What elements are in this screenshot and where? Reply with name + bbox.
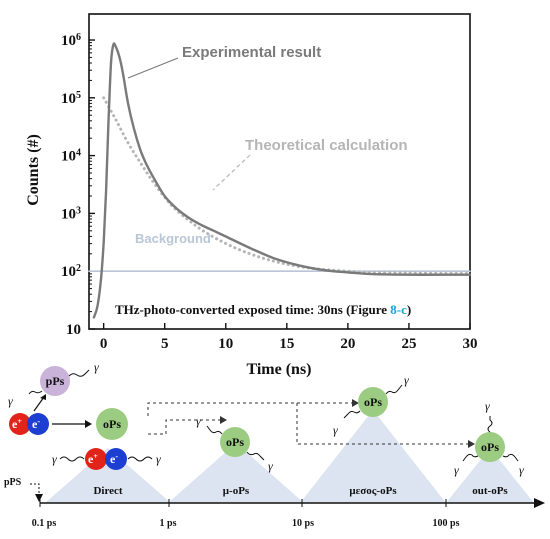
pair-to-pps-arrow [33, 396, 45, 412]
mesos-gamma-left: γ [333, 423, 338, 437]
stage-triangle-direct [45, 448, 171, 503]
y-axis-ticks: 106 105 104 103 102 10 [61, 32, 95, 338]
plot-frame [88, 13, 471, 330]
pps-gamma-right: γ [94, 360, 99, 374]
direct-gamma-wave-left [59, 456, 85, 462]
series-layer [88, 42, 472, 319]
positronium-diagram: 0.1 ps 1 ps 10 ps 100 ps pPS Direct μ-oP… [4, 360, 545, 529]
mu-gamma-right: γ [268, 459, 273, 473]
ops-mesos-label: oPs [364, 395, 382, 409]
ops-ball-mesos [358, 387, 388, 417]
out-gamma-right: γ [519, 463, 524, 477]
x-axis-label: Time (ns) [246, 361, 311, 378]
ops-mu-label: oPs [226, 435, 244, 449]
stage-triangle-mesos [300, 410, 446, 503]
y-tick-label-1: 105 [61, 89, 81, 107]
direct-gamma-wave-right [127, 456, 153, 462]
positron-ball-direct [85, 448, 107, 470]
series-line-experimental-result [92, 42, 472, 319]
connector-to-out-head [468, 440, 475, 448]
ops-ball-center [96, 408, 128, 440]
connector-to-out [296, 403, 472, 445]
timeline-label-3: 100 ps [433, 518, 460, 529]
positron-label-direct: e+ [88, 452, 98, 467]
out-gamma-top: γ [485, 399, 490, 413]
x-tick-label-3: 15 [279, 336, 294, 352]
out-gamma-wave-right [502, 453, 519, 462]
mesos-gamma-wave-left [343, 410, 361, 419]
connector-to-mesos [147, 402, 356, 416]
timeline-label-2: 10 ps [292, 518, 314, 529]
pps-axis-pointer [30, 483, 40, 496]
stage-label-mesos: μεσος-oPs [349, 485, 397, 497]
mu-gamma-left: γ [196, 414, 201, 428]
theoretical-pointer [212, 154, 251, 191]
pps-ball [40, 366, 70, 396]
pps-ball-label: pPs [46, 374, 65, 388]
x-tick-label-6: 30 [463, 336, 478, 352]
ops-ball-mu [220, 427, 250, 457]
timeline-arrowhead [534, 498, 545, 508]
direct-gamma-left: γ [52, 452, 57, 466]
pps-gamma-wave-right [68, 369, 90, 377]
pair-to-pps-arrowhead [40, 394, 46, 400]
mu-gamma-wave-left [206, 425, 223, 435]
pps-axis-label: pPS [4, 477, 22, 488]
y-axis-label: Counts (#) [25, 134, 42, 206]
stage-label-direct: Direct [93, 485, 122, 497]
pps-gamma-wave-left [28, 390, 43, 395]
connector-to-mu [148, 419, 224, 435]
pps-axis-arrowhead [35, 494, 43, 502]
pps-gamma-left: γ [8, 394, 13, 408]
x-tick-label-0: 0 [100, 336, 108, 352]
stage-triangle-out [446, 448, 534, 503]
y-tick-label-5: 10 [66, 322, 81, 338]
ops-out-label: oPs [481, 440, 499, 454]
mesos-gamma-wave-right [385, 384, 403, 395]
stage-label-out: out-oPs [472, 485, 508, 497]
y-tick-label-4: 102 [61, 263, 81, 281]
out-gamma-left: γ [454, 463, 459, 477]
y-tick-label-3: 103 [61, 205, 81, 223]
positron-label-left: e+ [12, 417, 22, 432]
stage-triangle-mu [168, 443, 304, 503]
stage-label-mu: μ-oPs [223, 485, 250, 497]
ops-center-label: oPs [103, 417, 121, 431]
background-label: Background [135, 231, 211, 246]
electron-label-direct: e- [110, 452, 118, 467]
x-tick-label-1: 5 [161, 336, 169, 352]
electron-label-left: e- [32, 417, 40, 432]
chart: 0 5 10 15 20 25 30 106 105 104 103 102 10 Experimen… [25, 13, 478, 378]
connector-to-mesos-head [352, 399, 359, 407]
direct-gamma-right: γ [156, 452, 161, 466]
x-tick-label-2: 10 [218, 336, 233, 352]
electron-ball-left [27, 413, 49, 435]
positron-ball-left [9, 413, 31, 435]
experimental-pointer [127, 57, 179, 79]
y-tick-label-2: 104 [61, 147, 81, 165]
x-axis-ticks: 0 5 10 15 20 25 30 [100, 323, 478, 352]
out-gamma-wave-left [462, 453, 479, 462]
x-tick-label-4: 20 [340, 336, 355, 352]
mesos-gamma-right: γ [404, 373, 409, 387]
pair-to-ops-arrowhead [85, 420, 92, 428]
timeline-label-1: 1 ps [160, 518, 177, 529]
electron-ball-direct [105, 448, 127, 470]
series-line-theoretical-calculation [102, 96, 472, 276]
experimental-label: Experimental result [182, 44, 321, 61]
mu-gamma-wave-right [246, 451, 265, 461]
x-tick-label-5: 25 [401, 336, 416, 352]
y-tick-label-0: 106 [61, 32, 81, 50]
theoretical-label: Theoretical calculation [245, 137, 408, 154]
connector-to-mu-head [220, 416, 227, 424]
timeline-label-0: 0.1 ps [32, 518, 57, 529]
exposure-note: THz-photo-converted exposed time: 30ns (… [115, 302, 411, 317]
ops-ball-out [475, 432, 505, 462]
out-gamma-wave-top [487, 416, 493, 433]
